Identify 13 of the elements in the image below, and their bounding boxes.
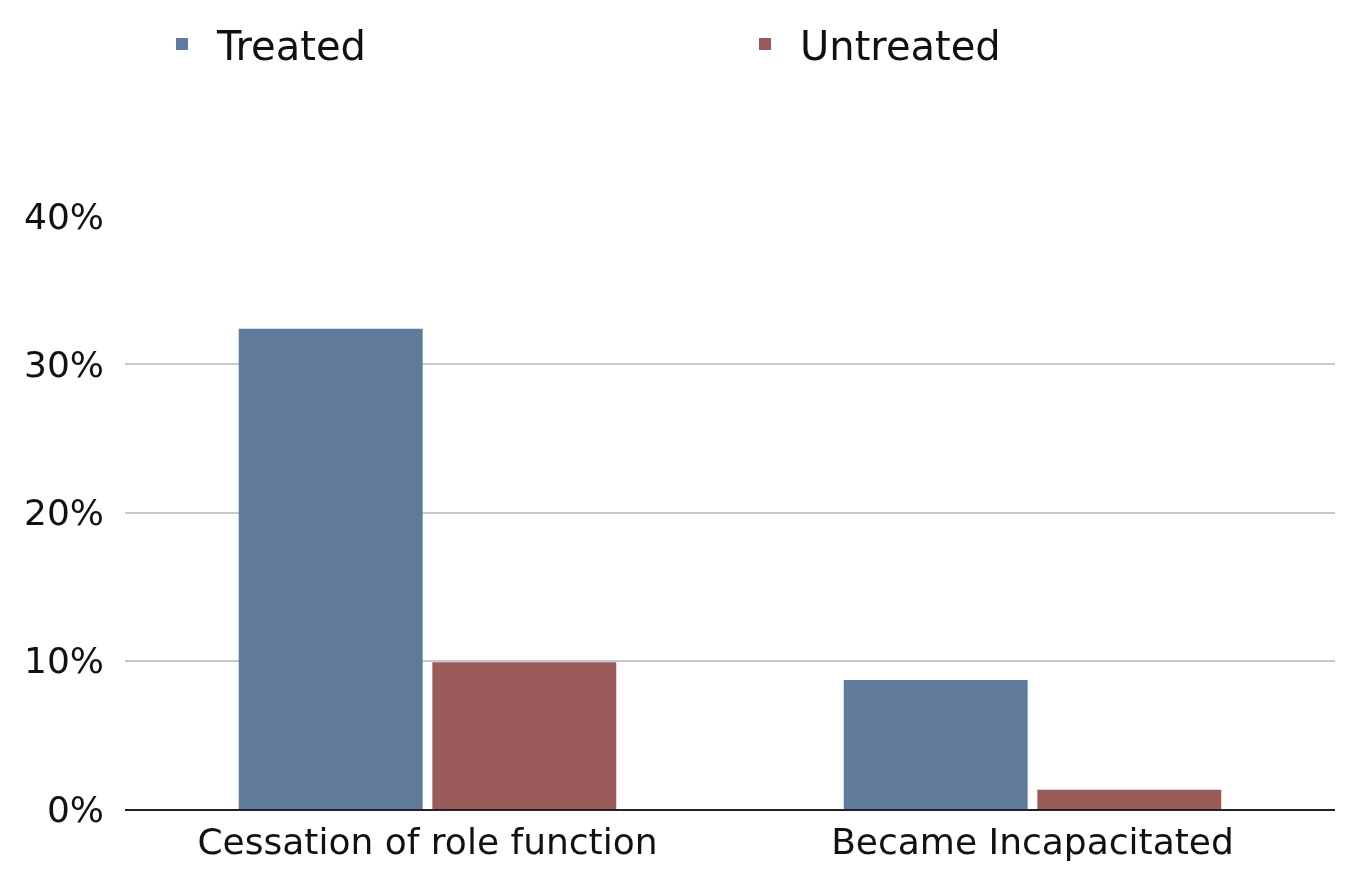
- x-tick-label: Became Incapacitated: [831, 821, 1234, 863]
- y-tick-label: 20%: [23, 492, 104, 534]
- bar: [843, 680, 1028, 809]
- legend-label: Untreated: [800, 22, 1001, 69]
- y-tick-label: 30%: [23, 343, 104, 385]
- bar: [238, 328, 423, 809]
- y-tick-label: 0%: [46, 788, 104, 830]
- bar: [432, 662, 617, 809]
- bar: [1037, 789, 1222, 809]
- y-tick-label: 40%: [23, 195, 104, 237]
- x-tick-label: Cessation of role function: [197, 821, 658, 863]
- legend-label: Treated: [216, 22, 366, 69]
- y-tick-label: 10%: [23, 640, 104, 682]
